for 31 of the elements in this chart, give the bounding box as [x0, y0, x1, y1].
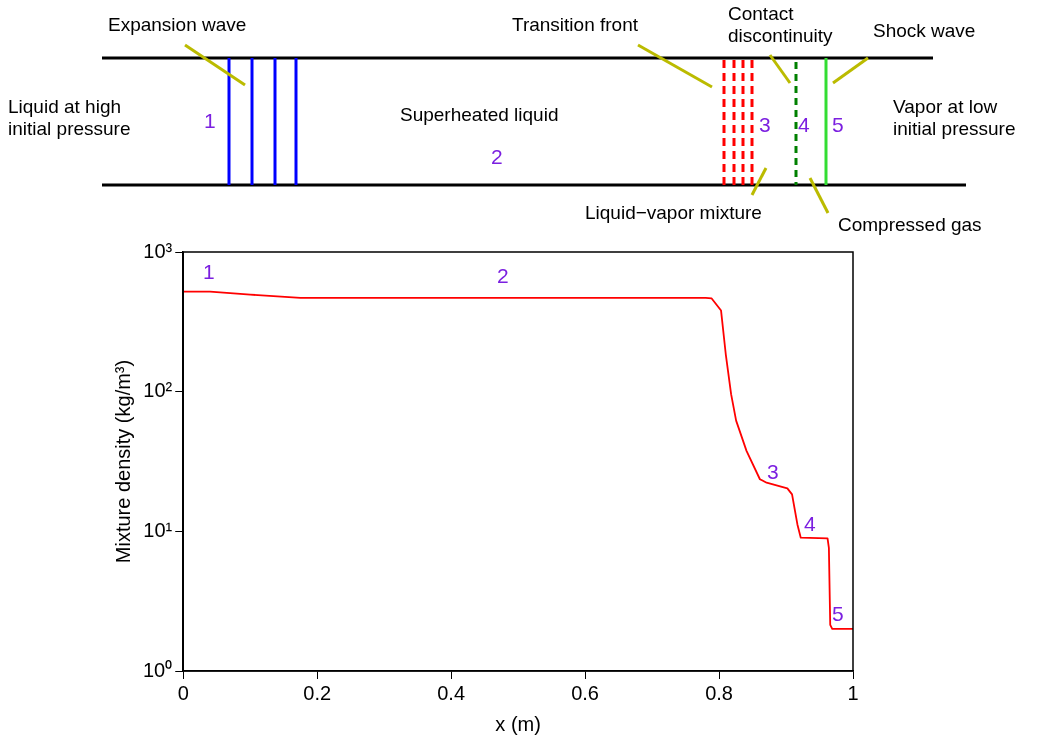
- x-tick-label: 0: [177, 681, 189, 704]
- y-tick-label: 10⁰: [143, 658, 173, 681]
- x-tick-label: 0.6: [571, 681, 599, 704]
- text: Shock wave: [873, 20, 976, 42]
- x-axis-title: x (m): [495, 712, 541, 735]
- annotation: 3: [767, 460, 779, 483]
- text: 4: [798, 113, 810, 136]
- text: Expansion wave: [108, 14, 247, 36]
- y-tick-label: 10¹: [143, 518, 173, 541]
- x-tick-label: 0.2: [303, 681, 332, 704]
- annotation: 4: [804, 512, 816, 535]
- annotation: 2: [497, 264, 509, 287]
- text: Liquid−vapor mixture: [585, 202, 762, 224]
- y-tick-label: 10²: [143, 379, 173, 402]
- text: Transition front: [512, 14, 639, 36]
- x-tick-label: 1: [847, 681, 859, 704]
- x-tick-label: 0.8: [705, 681, 733, 704]
- text: Superheated liquid: [400, 104, 559, 126]
- text: Contact discontinuity: [728, 3, 833, 46]
- annotation: 1: [203, 260, 215, 283]
- text: Vapor at low initial pressure: [893, 96, 1017, 140]
- y-tick-label: 10³: [143, 239, 173, 262]
- text: 1: [204, 109, 216, 132]
- text: 5: [832, 113, 844, 136]
- x-tick-label: 0.4: [437, 681, 466, 704]
- annotation: 5: [832, 602, 844, 625]
- y-axis-title: Mixture density (kg/m³): [111, 359, 134, 564]
- text: Liquid at high initial pressure: [8, 96, 132, 140]
- text: 3: [759, 113, 771, 136]
- text: 2: [491, 145, 503, 168]
- text: Compressed gas: [838, 214, 982, 236]
